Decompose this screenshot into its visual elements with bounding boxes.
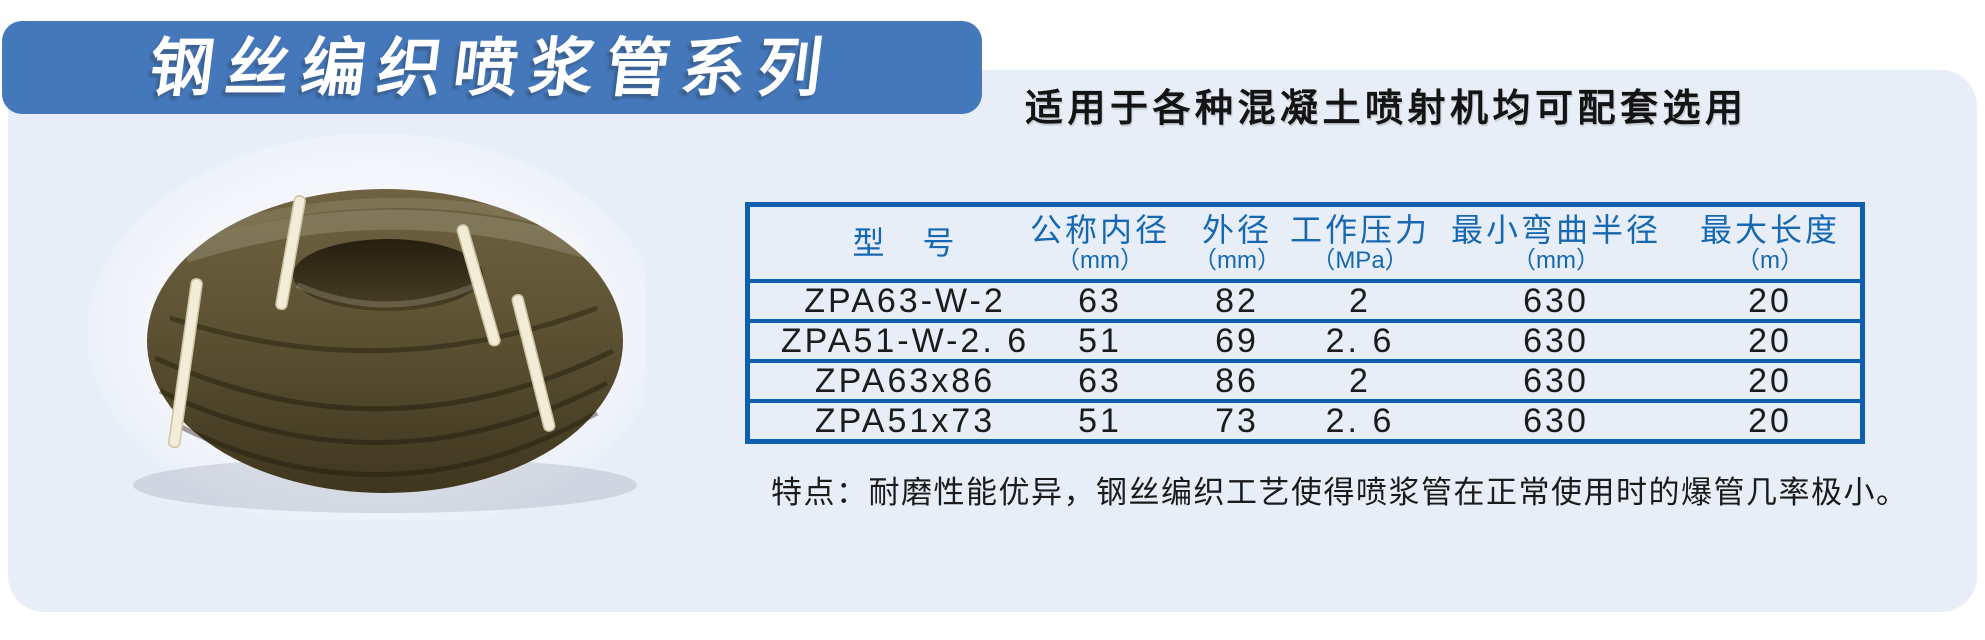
spec-cell-outer-diameter: 73 [1215,402,1259,440]
column-header-model: 型 号 [852,225,958,261]
spec-cell-model: ZPA51-W-2. 6 [780,322,1030,360]
table-row: ZPA51-W-2. 6 51 69 2. 6 630 20 [750,323,1860,363]
column-header-min-bend-radius: 最小弯曲半径 （mm） [1450,212,1662,274]
title-banner: 钢丝编织喷浆管系列 [2,21,982,114]
spec-cell-pressure: 2 [1349,282,1371,320]
spec-cell-model: ZPA51x73 [814,402,996,440]
table-row: ZPA63-W-2 63 82 2 630 20 [750,283,1860,323]
spec-cell-bend-radius: 630 [1523,402,1589,440]
spec-cell-inner-diameter: 51 [1078,402,1122,440]
table-row: ZPA63x86 63 86 2 630 20 [750,363,1860,403]
page-title: 钢丝编织喷浆管系列 [145,31,839,104]
hose-straps [168,195,556,449]
spec-cell-outer-diameter: 82 [1215,282,1259,320]
spec-cell-bend-radius: 630 [1523,282,1589,320]
spec-cell-model: ZPA63-W-2 [804,282,1006,320]
spec-cell-bend-radius: 630 [1523,362,1589,400]
column-header-max-length: 最大长度 （m） [1699,212,1841,274]
spec-cell-outer-diameter: 69 [1215,322,1259,360]
features-note: 特点：耐磨性能优异，钢丝编织工艺使得喷浆管在正常使用时的爆管几率极小。 [771,475,1909,510]
spec-cell-pressure: 2 [1349,362,1371,400]
hose-coil-image [87,133,663,533]
column-header-outer-diameter: 外径 （mm） [1193,212,1281,274]
table-header-row: 型 号 公称内径 （mm） 外径 （mm） 工作压力 （MPa） 最小弯曲半径 … [750,207,1860,283]
column-header-inner-diameter: 公称内径 （mm） [1029,212,1171,274]
spec-cell-max-length: 20 [1748,402,1792,440]
spec-cell-bend-radius: 630 [1523,322,1589,360]
table-row: ZPA51x73 51 73 2. 6 630 20 [750,403,1860,439]
spec-cell-max-length: 20 [1748,282,1792,320]
subtitle: 适用于各种混凝土喷射机均可配套选用 [1025,88,1748,130]
spec-cell-inner-diameter: 51 [1078,322,1122,360]
spec-cell-inner-diameter: 63 [1078,362,1122,400]
spec-cell-inner-diameter: 63 [1078,282,1122,320]
spec-cell-max-length: 20 [1748,362,1792,400]
spec-table: 型 号 公称内径 （mm） 外径 （mm） 工作压力 （MPa） 最小弯曲半径 … [745,202,1865,444]
spec-cell-pressure: 2. 6 [1325,322,1395,360]
product-photo [85,133,663,533]
column-header-working-pressure: 工作压力 （MPa） [1289,212,1431,274]
spec-cell-pressure: 2. 6 [1325,402,1395,440]
spec-cell-model: ZPA63x86 [814,362,996,400]
spec-cell-max-length: 20 [1748,322,1792,360]
spec-cell-outer-diameter: 86 [1215,362,1259,400]
